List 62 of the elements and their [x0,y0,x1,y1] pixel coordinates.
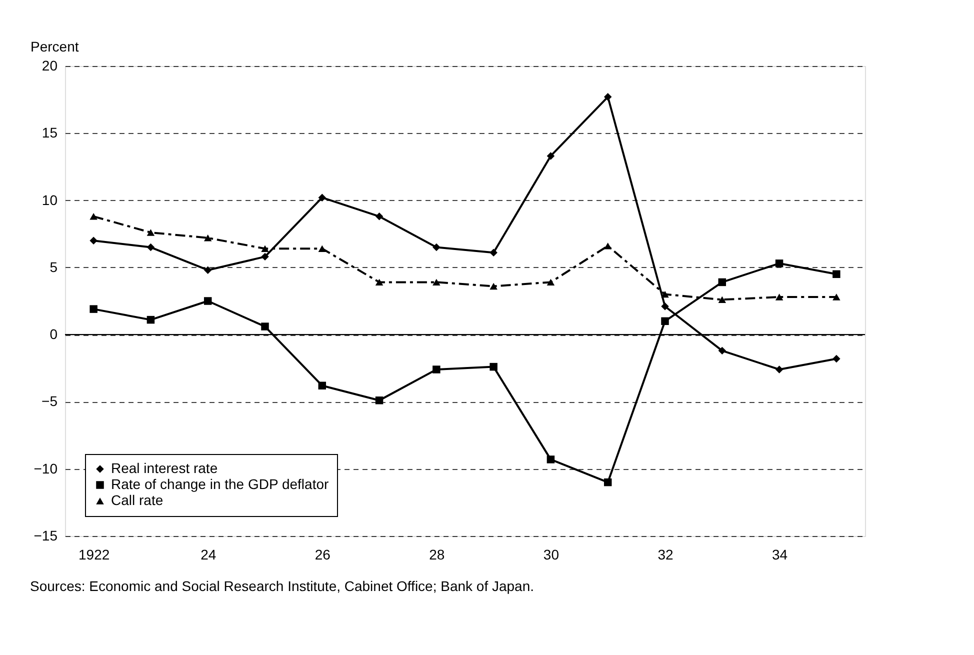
point [90,305,98,313]
x-tick-label: 30 [543,546,560,562]
y-tick-label: 10 [42,192,58,208]
point [604,93,612,101]
point [832,270,840,278]
point [775,260,784,268]
point [375,278,384,286]
point [146,229,155,236]
point [261,252,269,261]
point [546,152,555,160]
legend-label: Real interest rate [111,460,218,476]
point [318,382,326,390]
point [432,243,440,252]
y-axis-title: Percent [30,38,79,54]
point [775,366,784,374]
point [375,212,384,220]
point [604,478,612,486]
point [318,245,326,252]
y-tick-label: −10 [34,460,58,476]
x-tick-label: 32 [658,546,674,562]
point [146,316,155,324]
point [490,282,498,290]
point [90,236,98,244]
y-tick-label: −5 [42,393,58,410]
point [546,456,555,464]
point [90,213,98,220]
x-tick-label: 1922 [78,546,110,562]
point [832,354,840,363]
point [204,297,212,305]
legend-label: Call rate [111,492,164,508]
x-tick-label: 26 [314,546,331,562]
y-tick-label: 15 [42,124,58,141]
x-tick-label: 28 [429,546,445,562]
point [718,278,726,286]
point [261,322,269,330]
point [718,296,726,304]
point [718,346,726,355]
y-tick-label: −15 [34,528,58,544]
point [775,294,784,300]
point [604,242,612,250]
y-tick-label: 20 [42,58,58,74]
point [661,290,669,298]
y-tick-label: 5 [50,258,58,275]
point [318,194,326,202]
point [546,278,555,286]
point [432,278,440,286]
point [261,245,269,252]
point [661,302,669,310]
x-tick-label: 24 [200,546,216,562]
point [490,248,498,257]
legend-label: Rate of change in the GDP deflator [111,476,329,492]
point [204,266,212,274]
point [375,396,384,404]
point [204,234,212,242]
point [146,243,155,252]
point [832,294,840,300]
point [432,366,440,374]
x-tick-label: 34 [772,546,788,562]
source-note: Sources: Economic and Social Research Institute, Cabinet Office; Bank of Japan. [30,578,534,594]
point [490,362,498,371]
y-tick-label: 0 [50,326,58,342]
point [661,317,669,326]
